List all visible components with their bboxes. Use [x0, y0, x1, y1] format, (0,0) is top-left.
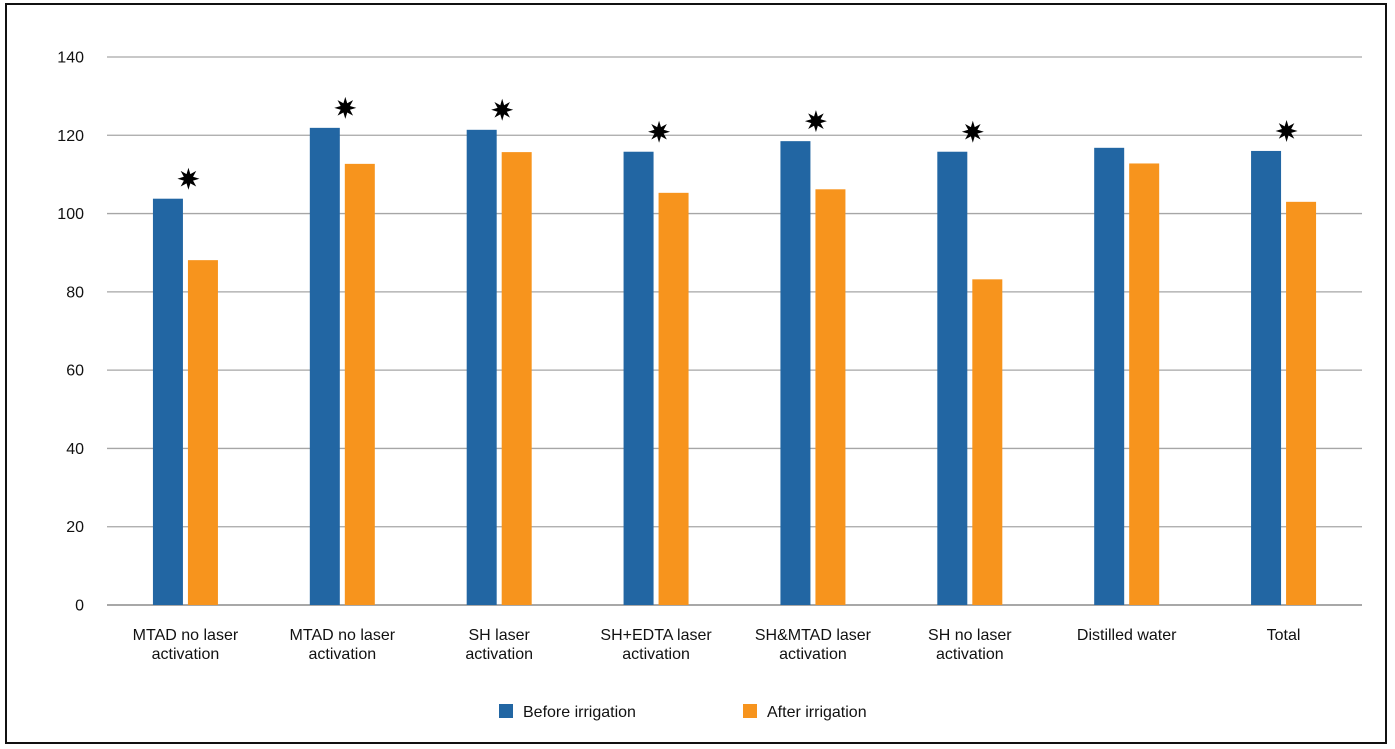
- y-tick-label: 0: [75, 598, 84, 615]
- y-tick-label: 140: [57, 50, 84, 67]
- bar-before: [152, 198, 183, 605]
- x-tick-label: SH laser activation: [465, 627, 533, 663]
- bar-after: [815, 189, 846, 605]
- legend-swatch: [499, 704, 513, 718]
- bar-before: [466, 129, 497, 605]
- x-tick-label: Total: [1267, 627, 1301, 644]
- star-icon: [804, 110, 827, 133]
- bar-before: [1094, 147, 1125, 605]
- x-tick-label: MTAD no laser activation: [290, 627, 396, 663]
- y-tick-label: 120: [57, 128, 84, 145]
- legend: Before irrigation After irrigation: [499, 704, 867, 721]
- bar-after: [1286, 201, 1317, 606]
- x-tick-label: SH&MTAD laser activation: [755, 627, 872, 663]
- legend-label: After irrigation: [767, 704, 867, 721]
- y-axis: 0 20 40 60 80 100 120 140: [57, 50, 84, 615]
- bar-after: [344, 163, 375, 606]
- significance-markers: [177, 96, 1298, 190]
- x-tick-label: Distilled water: [1077, 627, 1177, 644]
- bar-before: [937, 151, 968, 605]
- x-tick-label: MTAD no laser activation: [133, 627, 239, 663]
- bar-before: [623, 151, 654, 605]
- bar-after: [1129, 163, 1160, 605]
- x-axis: MTAD no laser activation MTAD no laser acti…: [133, 627, 1301, 663]
- bar-after: [972, 279, 1003, 605]
- star-icon: [648, 120, 671, 143]
- star-icon: [334, 96, 357, 119]
- y-tick-label: 60: [66, 363, 84, 380]
- y-tick-label: 100: [57, 206, 84, 223]
- star-icon: [1275, 119, 1298, 142]
- bar-after: [187, 260, 218, 605]
- star-icon: [177, 167, 200, 190]
- x-tick-label: SH+EDTA laser activation: [600, 627, 712, 663]
- bars: [152, 127, 1317, 606]
- bar-after: [658, 192, 689, 605]
- bar-after: [501, 152, 532, 606]
- bar-before: [1251, 150, 1282, 605]
- y-tick-label: 20: [66, 519, 84, 536]
- x-tick-label: SH no laser activation: [928, 627, 1012, 663]
- y-tick-label: 40: [66, 441, 84, 458]
- legend-label: Before irrigation: [523, 704, 636, 721]
- y-tick-label: 80: [66, 284, 84, 301]
- grid-lines: [107, 56, 1362, 606]
- legend-swatch: [743, 704, 757, 718]
- bar-before: [780, 141, 811, 605]
- bar-before: [309, 127, 340, 605]
- star-icon: [961, 120, 984, 143]
- star-icon: [491, 98, 514, 121]
